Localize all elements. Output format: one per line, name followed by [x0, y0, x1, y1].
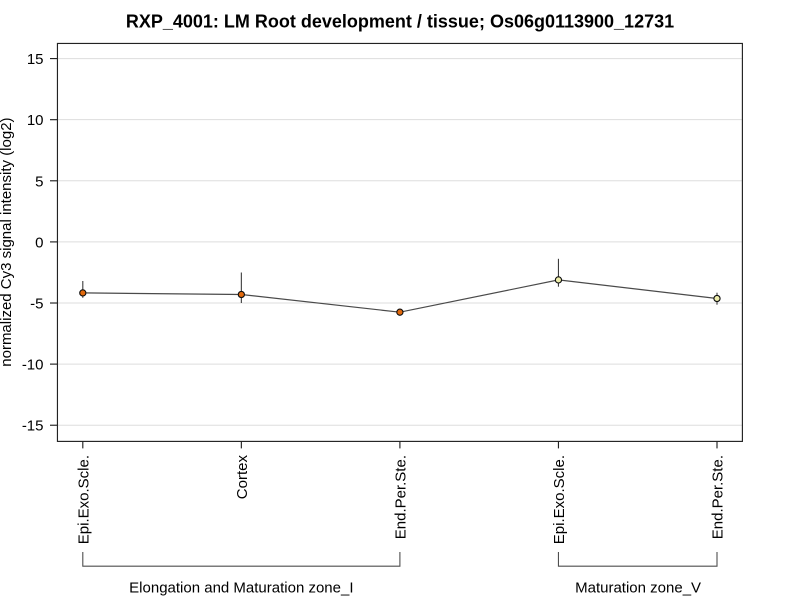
svg-text:15: 15: [27, 51, 44, 68]
svg-text:Epi.Exo.Scle.: Epi.Exo.Scle.: [551, 455, 568, 544]
svg-text:0: 0: [35, 234, 43, 251]
svg-text:-5: -5: [30, 296, 43, 313]
svg-text:RXP_4001: LM Root development: RXP_4001: LM Root development / tissue; …: [126, 11, 674, 31]
svg-text:normalized Cy3 signal intensit: normalized Cy3 signal intensity (log2): [0, 117, 15, 366]
svg-text:5: 5: [35, 173, 43, 190]
svg-text:Elongation and Maturation zone: Elongation and Maturation zone_I: [129, 580, 353, 597]
svg-text:Cortex: Cortex: [234, 455, 251, 500]
svg-text:Maturation zone_V: Maturation zone_V: [575, 580, 701, 597]
svg-text:End.Per.Ste.: End.Per.Ste.: [393, 455, 410, 539]
svg-text:10: 10: [27, 112, 44, 129]
svg-text:-10: -10: [22, 357, 44, 374]
svg-text:End.Per.Ste.: End.Per.Ste.: [710, 455, 727, 539]
svg-text:Epi.Exo.Scle.: Epi.Exo.Scle.: [75, 455, 92, 544]
svg-text:-15: -15: [22, 418, 44, 435]
